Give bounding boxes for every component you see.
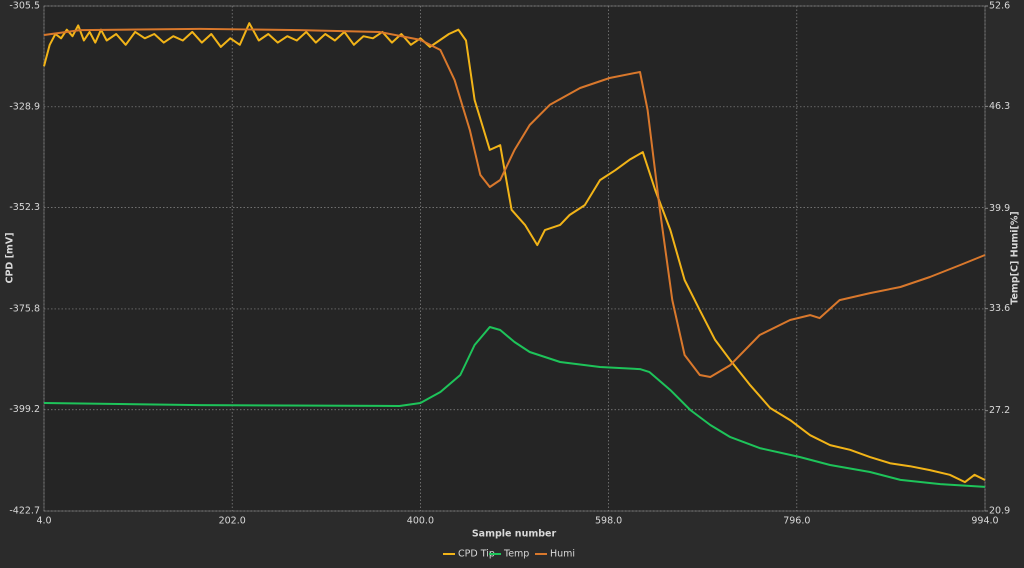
y-tick-label: -422.7 [9,506,40,517]
x-tick-label: 796.0 [783,516,810,527]
x-tick-label: 598.0 [595,516,622,527]
y-tick-label: -328.9 [9,101,40,112]
y2-tick-label: 33.6 [989,303,1010,314]
y2-tick-label: 46.3 [989,101,1010,112]
y2-tick-label: 39.9 [989,203,1010,214]
series-line [43,22,986,484]
series-line [43,326,986,488]
y2-tick-label: 52.6 [989,1,1010,12]
series-line [43,27,986,378]
y2-axis-label: Temp[C] Humi[%] [1010,211,1021,304]
legend-label: CPD Tip [458,549,495,560]
y-tick-label: -352.3 [9,202,40,213]
legend-label: Humi [550,549,575,560]
y-axis-label: CPD [mV] [5,232,16,283]
x-tick-label: 400.0 [407,516,434,527]
y-tick-label: -305.5 [9,1,40,12]
plot-area [43,5,986,512]
x-tick-label: 4.0 [36,516,51,527]
legend-label: Temp [503,549,529,560]
x-tick-label: 994.0 [971,516,998,527]
y2-tick-label: 27.2 [989,405,1010,416]
y-tick-label: -375.8 [9,303,40,314]
y2-tick-label: 20.9 [989,506,1010,517]
y-tick-label: -399.2 [9,404,40,415]
x-axis-label: Sample number [472,529,557,540]
x-tick-label: 202.0 [219,516,246,527]
